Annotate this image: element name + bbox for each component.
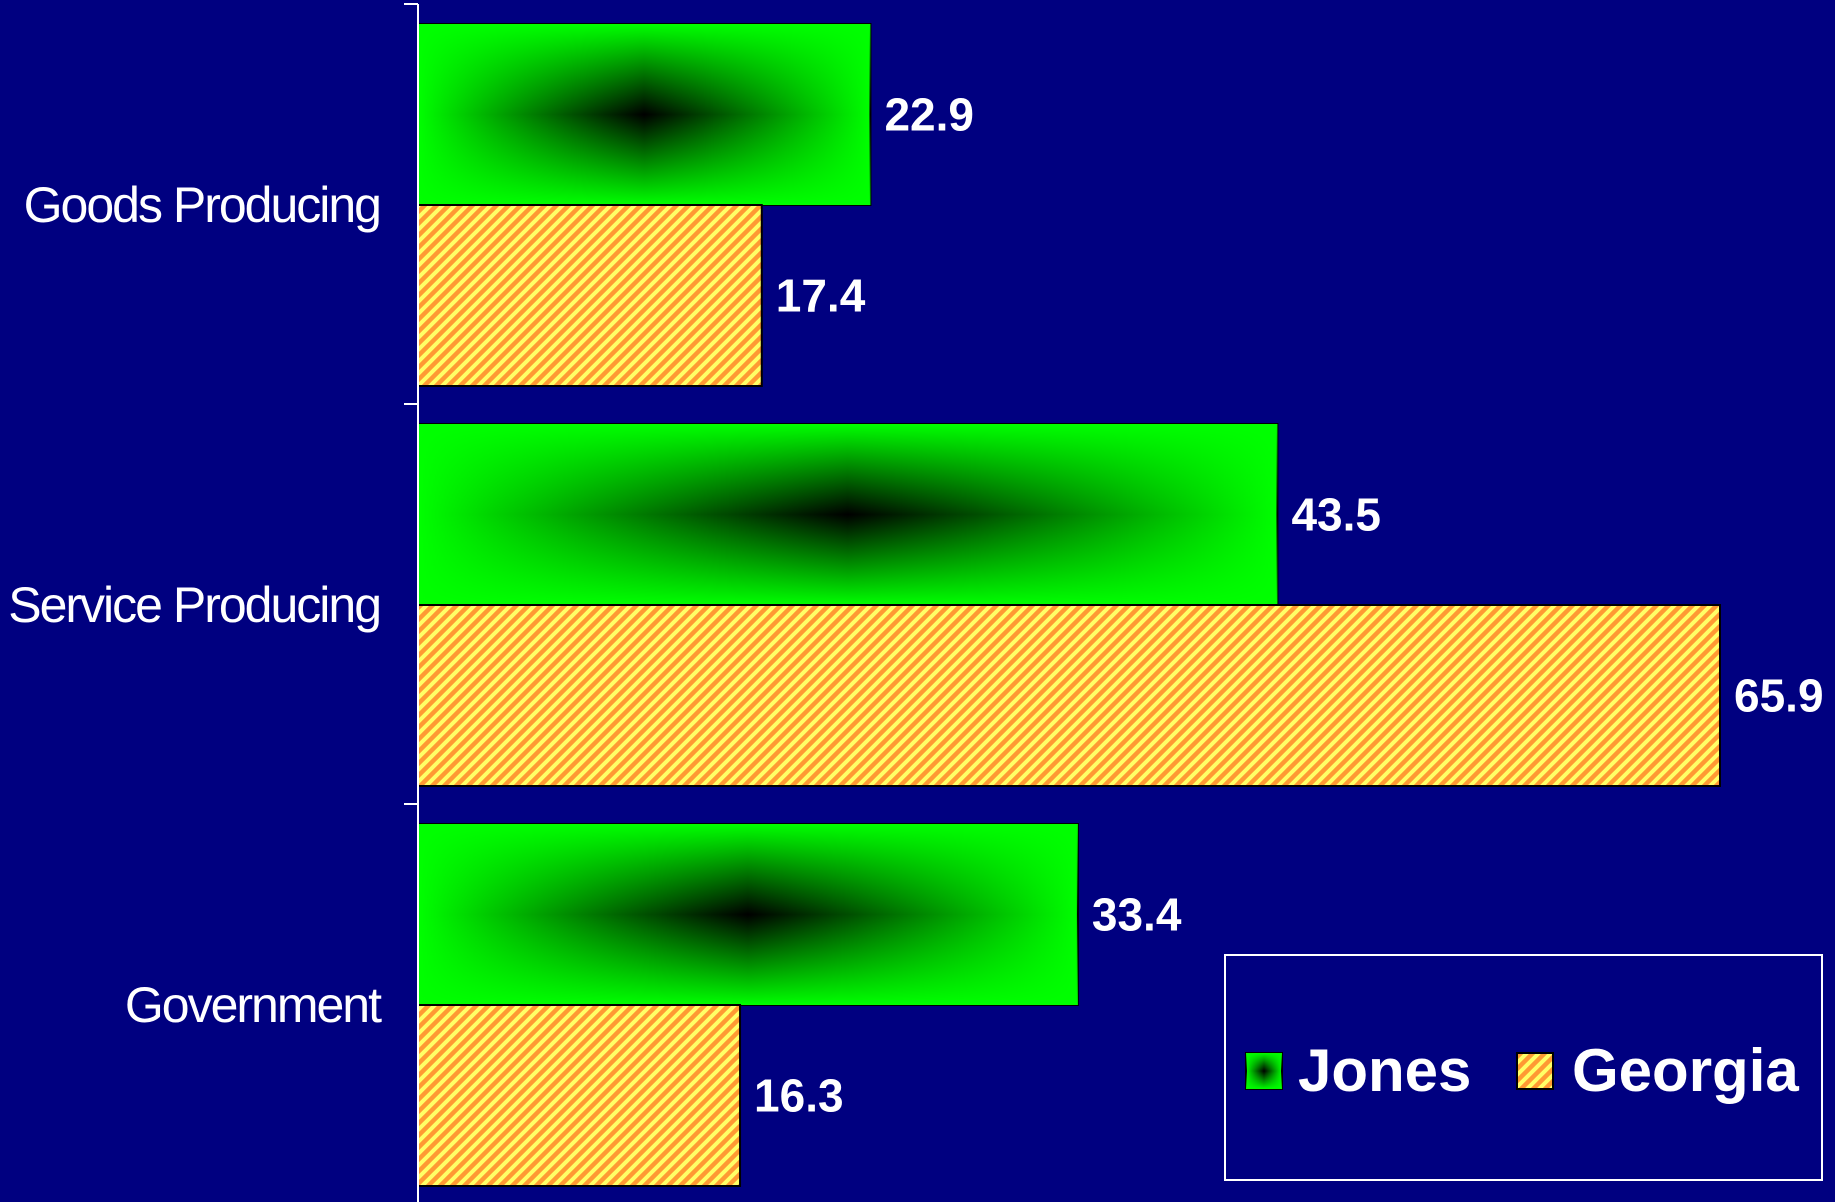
bar-government-jones-shade xyxy=(418,824,1078,1005)
category-label-service-producing: Service Producing xyxy=(8,577,380,633)
category-label-government: Government xyxy=(125,977,382,1033)
legend-swatch-jones-overlay xyxy=(1246,1053,1282,1089)
bar-service-producing-georgia xyxy=(417,604,1721,787)
bar-service-producing-jones-shade xyxy=(418,424,1278,605)
legend-box xyxy=(1224,954,1823,1181)
value-label-goods-producing-georgia: 17.4 xyxy=(776,270,866,322)
legend-label-jones: Jones xyxy=(1298,1037,1471,1104)
category-label-goods-producing: Goods Producing xyxy=(24,177,380,233)
bar-goods-producing-jones-shade xyxy=(418,24,871,205)
value-label-government-georgia: 16.3 xyxy=(754,1070,844,1122)
value-label-government-jones: 33.4 xyxy=(1092,889,1182,941)
value-label-service-producing-jones: 43.5 xyxy=(1291,489,1381,541)
legend-label-georgia: Georgia xyxy=(1572,1037,1799,1104)
bar-goods-producing-georgia xyxy=(417,204,763,387)
legend: Jones Georgia xyxy=(1224,954,1823,1181)
value-label-service-producing-georgia: 65.9 xyxy=(1734,670,1824,722)
legend-swatch-georgia xyxy=(1516,1052,1554,1090)
value-label-goods-producing-jones: 22.9 xyxy=(884,89,974,141)
bar-government-georgia xyxy=(417,1004,742,1187)
